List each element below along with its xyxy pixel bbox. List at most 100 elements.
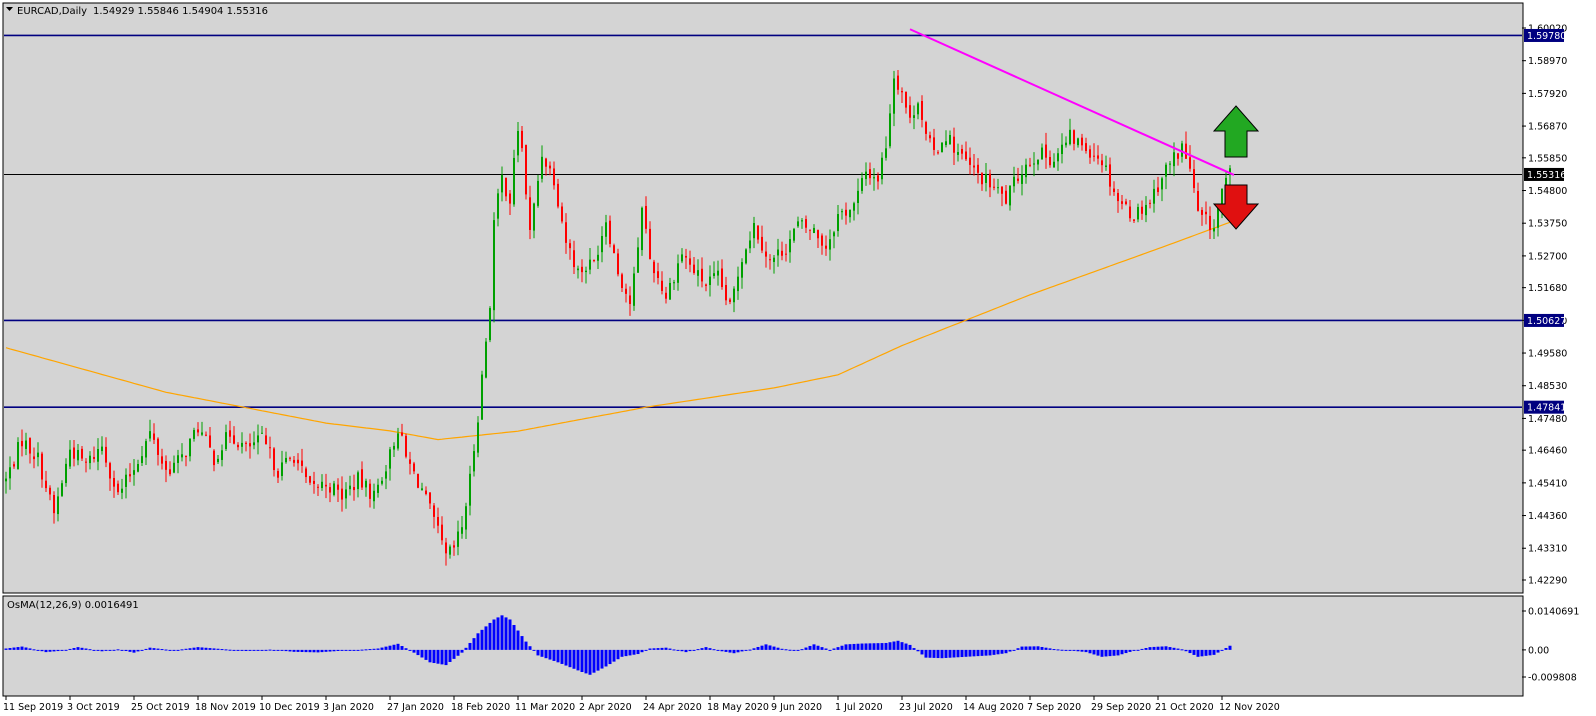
candle[interactable] [473, 444, 475, 477]
candle[interactable] [225, 424, 227, 451]
candle[interactable] [985, 162, 987, 192]
candle[interactable] [1089, 145, 1091, 164]
candle[interactable] [217, 454, 219, 464]
candle[interactable] [993, 178, 995, 191]
candle[interactable] [813, 224, 815, 234]
candle[interactable] [477, 416, 479, 458]
candle[interactable] [421, 482, 423, 491]
main-chart-background[interactable] [2, 2, 1524, 594]
candle[interactable] [317, 484, 319, 497]
candle[interactable] [241, 432, 243, 454]
candle[interactable] [909, 96, 911, 124]
candle[interactable] [205, 431, 207, 437]
candle[interactable] [721, 259, 723, 290]
candle[interactable] [393, 442, 395, 457]
candle[interactable] [273, 447, 275, 477]
candle[interactable] [509, 189, 511, 215]
candle[interactable] [529, 185, 531, 240]
candle[interactable] [1069, 118, 1071, 146]
candle[interactable] [517, 121, 519, 163]
candle[interactable] [113, 470, 115, 498]
candle[interactable] [13, 461, 15, 469]
candle[interactable] [1157, 176, 1159, 196]
candle[interactable] [37, 442, 39, 467]
candle[interactable] [1073, 129, 1075, 151]
candle[interactable] [169, 461, 171, 477]
candle[interactable] [725, 276, 727, 306]
candle[interactable] [933, 128, 935, 156]
candle[interactable] [1125, 198, 1127, 206]
candle[interactable] [593, 259, 595, 263]
candle[interactable] [117, 480, 119, 496]
candle[interactable] [453, 540, 455, 556]
candle[interactable] [321, 474, 323, 491]
candle[interactable] [545, 157, 547, 176]
candle[interactable] [565, 213, 567, 254]
candle[interactable] [573, 240, 575, 274]
candle[interactable] [353, 474, 355, 501]
candle[interactable] [945, 130, 947, 148]
candle[interactable] [293, 456, 295, 467]
candle[interactable] [705, 283, 707, 292]
candle[interactable] [137, 459, 139, 473]
candle[interactable] [661, 271, 663, 295]
candle[interactable] [737, 266, 739, 300]
candle[interactable] [633, 266, 635, 311]
candle[interactable] [769, 254, 771, 270]
candle[interactable] [741, 258, 743, 289]
candle[interactable] [1145, 196, 1147, 223]
candle[interactable] [485, 337, 487, 379]
dropdown-triangle-icon[interactable] [6, 7, 13, 11]
candle[interactable] [777, 238, 779, 267]
candle[interactable] [1097, 145, 1099, 165]
candle[interactable] [645, 196, 647, 234]
candle[interactable] [201, 421, 203, 437]
candle[interactable] [537, 174, 539, 208]
candle[interactable] [257, 424, 259, 455]
candle[interactable] [189, 438, 191, 462]
level-price-tag[interactable]: 1.55316 [1524, 167, 1566, 181]
candle[interactable] [521, 126, 523, 152]
candle[interactable] [717, 260, 719, 286]
candle[interactable] [465, 502, 467, 539]
candle[interactable] [1109, 157, 1111, 196]
candle[interactable] [681, 248, 683, 264]
candle[interactable] [261, 425, 263, 434]
candle[interactable] [597, 245, 599, 270]
candle[interactable] [969, 147, 971, 175]
candle[interactable] [921, 95, 923, 128]
candle[interactable] [793, 227, 795, 243]
candle[interactable] [329, 482, 331, 503]
candle[interactable] [333, 480, 335, 497]
candle[interactable] [849, 209, 851, 223]
candle[interactable] [1001, 186, 1003, 207]
candle[interactable] [417, 473, 419, 489]
candle[interactable] [885, 136, 887, 161]
candle[interactable] [1021, 165, 1023, 196]
candle[interactable] [1193, 159, 1195, 193]
candle[interactable] [121, 478, 123, 500]
candle[interactable] [677, 254, 679, 291]
candle[interactable] [561, 202, 563, 224]
candle[interactable] [689, 250, 691, 273]
candle[interactable] [89, 451, 91, 470]
candle[interactable] [729, 297, 731, 305]
candle[interactable] [1217, 206, 1219, 237]
candle[interactable] [1065, 136, 1067, 148]
candle[interactable] [605, 214, 607, 245]
candle[interactable] [53, 491, 55, 524]
candle[interactable] [929, 131, 931, 143]
candle[interactable] [1049, 150, 1051, 168]
candle[interactable] [797, 216, 799, 228]
candle[interactable] [149, 419, 151, 442]
candle[interactable] [349, 475, 351, 496]
candle[interactable] [1041, 143, 1043, 160]
candle[interactable] [265, 427, 267, 445]
candle[interactable] [173, 455, 175, 474]
candle[interactable] [789, 230, 791, 263]
candle[interactable] [877, 172, 879, 190]
candle[interactable] [377, 478, 379, 498]
candle[interactable] [641, 206, 643, 256]
candle[interactable] [21, 429, 23, 457]
candle[interactable] [1137, 203, 1139, 223]
